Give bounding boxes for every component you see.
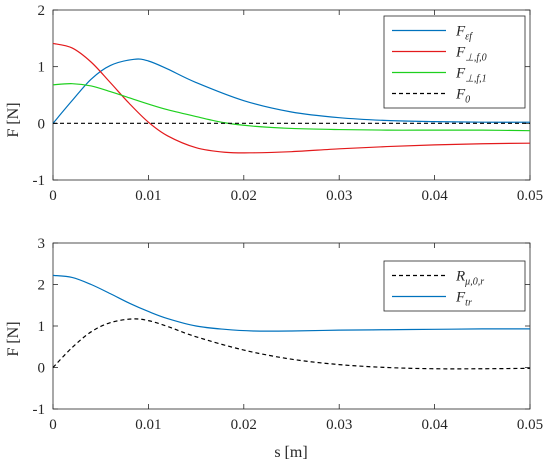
top-series-line-0 <box>52 58 531 124</box>
bottom-legend-entry: Ftr <box>455 290 472 309</box>
top-y-tick-label: 2 <box>38 3 46 19</box>
bottom-y-tick-label: -1 <box>33 402 46 418</box>
bottom-y-tick-label: 3 <box>38 236 46 252</box>
bottom-x-tick-label: 0.04 <box>421 417 448 433</box>
top-x-tick-label: 0.02 <box>231 188 257 204</box>
top-series-line-2 <box>52 83 531 132</box>
top-y-axis-label: F [N] <box>5 102 22 137</box>
top-series-line-1 <box>52 42 531 154</box>
top-legend-entry: Fεf <box>455 24 473 43</box>
bottom-y-tick-label: 2 <box>38 278 46 294</box>
top-y-tick-label: 0 <box>38 116 46 132</box>
bottom-y-tick-label: 1 <box>38 319 46 335</box>
top-axes-box <box>52 9 531 181</box>
bottom-x-tick-label: 0.03 <box>326 417 352 433</box>
bottom-series-line-1 <box>52 274 531 332</box>
bottom-x-axis-label: s [m] <box>274 444 307 461</box>
bottom-y-axis-label: F [N] <box>5 321 22 356</box>
bottom-legend-entry: Rμ,0,r <box>455 269 484 288</box>
top-legend-box <box>383 15 526 109</box>
top-x-tick-label: 0.04 <box>421 188 448 204</box>
top-chart: F [N] 0 0.01 0.02 0.03 0.04 0.05-1012FεfF⊥,f,… <box>5 3 543 204</box>
bottom-legend-box <box>383 260 526 312</box>
top-y-tick-label: -1 <box>33 173 46 189</box>
bottom-x-tick-label: 0 <box>49 417 57 433</box>
bottom-x-tick-label: 0.05 <box>517 417 543 433</box>
top-x-tick-label: 0.01 <box>135 188 161 204</box>
bottom-x-tick-label: 0.02 <box>231 417 257 433</box>
bottom-series-line-0 <box>52 318 531 370</box>
top-y-tick-label: 1 <box>38 60 46 76</box>
top-legend: Fεf F⊥,f,0 F⊥,f,1 F0 <box>383 15 526 109</box>
top-x-tick-label: 0.03 <box>326 188 352 204</box>
top-x-tick-label: 0 <box>49 188 57 204</box>
top-x-tick-label: 0.05 <box>517 188 543 204</box>
bottom-y-tick-label: 0 <box>38 361 46 377</box>
top-legend-entry: F0 <box>455 87 470 106</box>
bottom-legend: Rμ,0,r Ftr <box>383 260 526 312</box>
bottom-chart: F [N] s [m] 0 0.01 0.02 0.03 0.04 0.05-10123R… <box>5 236 543 461</box>
bottom-x-tick-label: 0.01 <box>135 417 161 433</box>
top-legend-entry: F⊥,f,1 <box>455 66 487 85</box>
top-legend-entry: F⊥,f,0 <box>455 45 487 64</box>
